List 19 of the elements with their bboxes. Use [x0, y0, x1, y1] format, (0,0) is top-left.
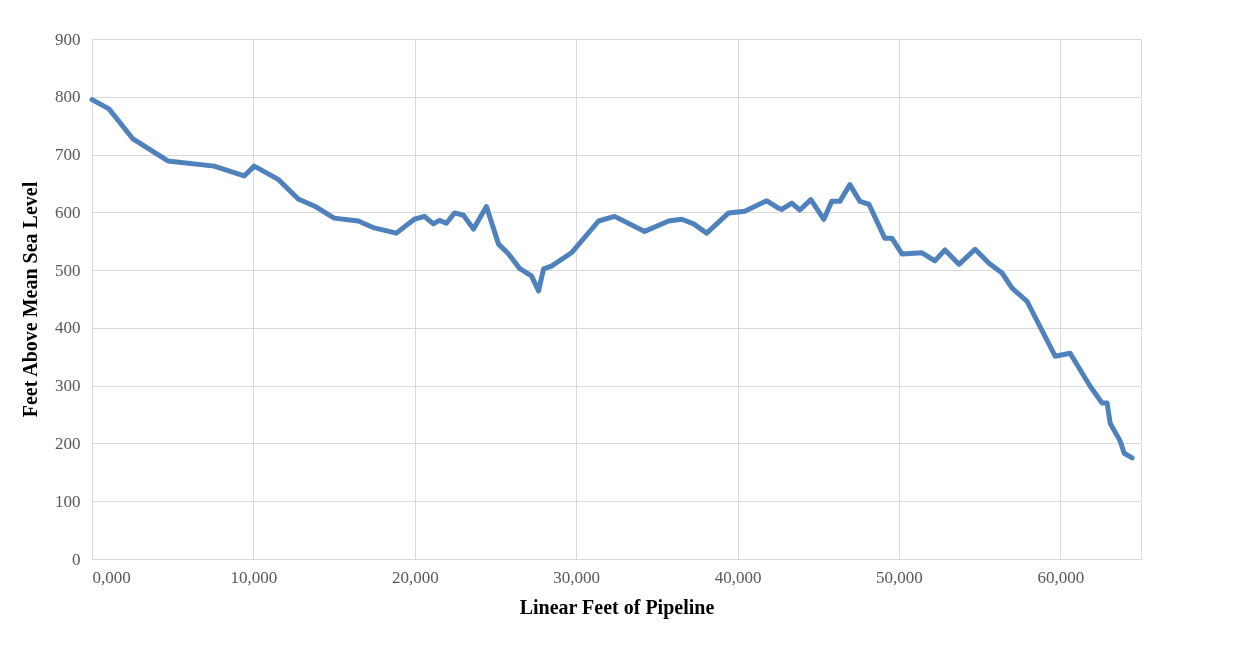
- x-tick-label: 0,000: [92, 567, 131, 587]
- x-tick-label: 20,000: [391, 567, 439, 587]
- y-tick-label: 800: [55, 87, 81, 107]
- x-axis-title: Linear Feet of Pipeline: [519, 595, 715, 619]
- y-tick-label: 300: [55, 376, 81, 396]
- y-tick-label: 100: [55, 491, 81, 511]
- y-tick-label: 400: [55, 318, 81, 338]
- x-tick-label: 30,000: [553, 567, 601, 587]
- x-tick-label: 50,000: [876, 567, 923, 587]
- x-tick-label: 40,000: [714, 567, 762, 587]
- y-tick-label: 500: [55, 260, 81, 280]
- x-tick-label: 60,000: [1037, 567, 1085, 587]
- y-tick-label: 700: [55, 145, 81, 165]
- y-tick-label: 900: [55, 29, 81, 49]
- x-tick-label: 10,000: [230, 567, 278, 587]
- y-axis-title: Feet Above Mean Sea Level: [19, 181, 41, 418]
- y-tick-label: 0: [72, 549, 81, 569]
- y-tick-label: 600: [55, 202, 81, 222]
- y-tick-label: 200: [55, 433, 81, 453]
